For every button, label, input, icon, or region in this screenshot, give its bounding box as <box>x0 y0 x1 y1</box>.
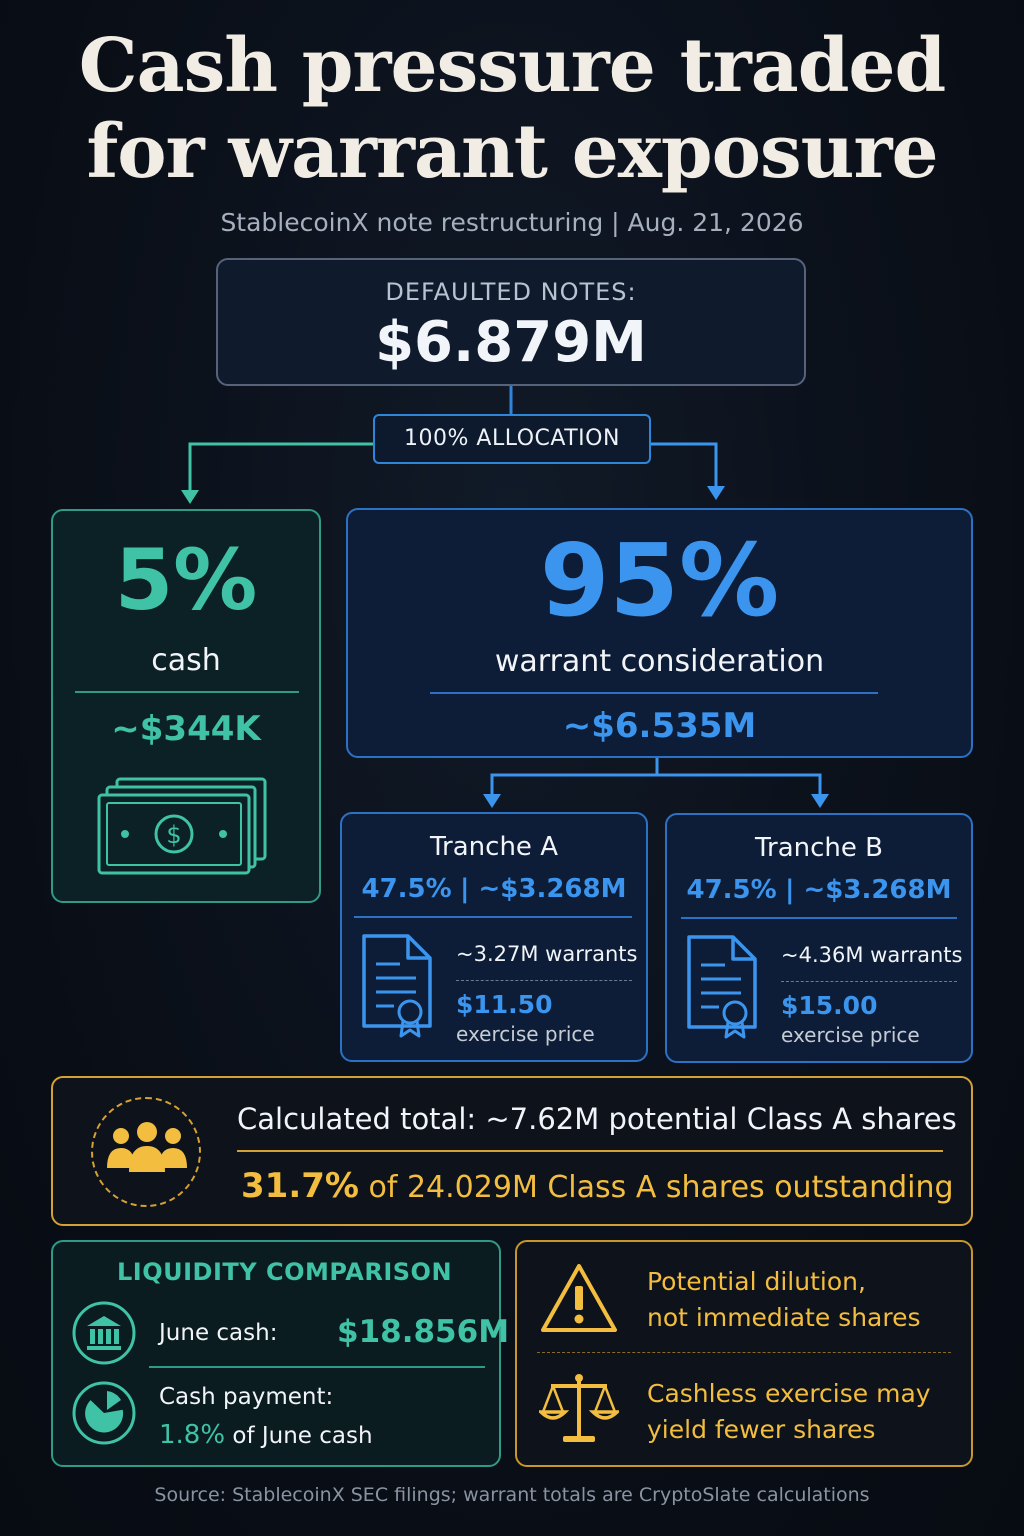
caveat-1-line2: not immediate shares <box>647 1303 921 1332</box>
caveat-2-line2: yield fewer shares <box>647 1415 876 1444</box>
liquidity-heading: LIQUIDITY COMPARISON <box>117 1258 453 1286</box>
defaulted-notes-label: DEFAULTED NOTES: <box>385 278 637 306</box>
certificate-document-icon <box>362 934 432 1038</box>
warrant-divider <box>430 692 878 694</box>
tranche-b-price: $15.00 <box>781 991 878 1020</box>
cash-payment-rest: of June cash <box>232 1423 373 1449</box>
tranche-b-card: Tranche B 47.5% | ~$3.268M ~4.36M warran… <box>665 813 973 1063</box>
total-line1: Calculated total: ~7.62M potential Class… <box>237 1102 957 1136</box>
total-divider <box>237 1150 943 1152</box>
cash-payment-line: 1.8% of June cash <box>159 1420 373 1450</box>
total-line2-rest: of 24.029M Class A shares outstanding <box>368 1170 954 1205</box>
defaulted-notes-card: DEFAULTED NOTES: $6.879M <box>216 258 806 386</box>
tranche-b-price-label: exercise price <box>781 1023 920 1047</box>
tranche-a-divider <box>354 916 632 918</box>
total-pct: 31.7% <box>241 1166 359 1206</box>
scales-icon <box>539 1374 619 1442</box>
june-cash-value: $18.856M <box>337 1314 510 1350</box>
page-subtitle: StablecoinX note restructuring | Aug. 21… <box>220 208 804 237</box>
source-note: Source: StablecoinX SEC filings; warrant… <box>154 1484 870 1506</box>
tranche-a-pct: 47.5% <box>361 874 452 904</box>
tranche-a-price-label: exercise price <box>456 1022 595 1046</box>
tranche-b-amount: | ~$3.268M <box>784 875 952 905</box>
cash-percent: 5% <box>114 531 258 629</box>
allocation-label: 100% ALLOCATION <box>373 414 651 464</box>
liquidity-divider <box>149 1366 485 1368</box>
cash-card: 5% cash ~$344K $ <box>51 509 321 903</box>
tranche-a-card: Tranche A 47.5% | ~$3.268M ~3.27M warran… <box>340 812 648 1062</box>
total-line2: 31.7% of 24.029M Class A shares outstand… <box>241 1166 954 1206</box>
tranche-b-pct: 47.5% <box>686 875 777 905</box>
tranche-b-dash <box>781 981 957 982</box>
warrant-percent: 95% <box>539 522 780 639</box>
cash-label: cash <box>151 643 221 678</box>
cash-payment-label: Cash payment: <box>159 1384 334 1410</box>
total-shares-card: Calculated total: ~7.62M potential Class… <box>51 1076 973 1226</box>
warrant-card: 95% warrant consideration ~$6.535M <box>346 508 973 758</box>
caveat-2-line1: Cashless exercise may <box>647 1379 931 1408</box>
tranche-a-dash <box>456 980 632 981</box>
page-title-line2: for warrant exposure <box>86 109 938 195</box>
warrant-label: warrant consideration <box>494 644 825 679</box>
defaulted-notes-value: $6.879M <box>375 310 647 375</box>
tranche-b-split: 47.5% | ~$3.268M <box>667 875 971 905</box>
caveats-divider <box>537 1352 951 1353</box>
tranche-b-divider <box>681 917 957 919</box>
tranche-b-warrants: ~4.36M warrants <box>781 943 963 967</box>
caveat-1: Potential dilution, not immediate shares <box>647 1264 921 1336</box>
june-cash-label: June cash: <box>159 1320 278 1346</box>
tranche-a-name: Tranche A <box>430 832 558 862</box>
caveat-2: Cashless exercise may yield fewer shares <box>647 1376 931 1448</box>
tranche-a-warrants: ~3.27M warrants <box>456 942 638 966</box>
people-group-icon <box>107 1122 187 1172</box>
bank-icon <box>72 1301 136 1365</box>
page-title-line1: Cash pressure traded <box>78 23 947 109</box>
caveats-card: Potential dilution, not immediate shares… <box>515 1240 973 1467</box>
tranche-b-name: Tranche B <box>754 833 884 863</box>
liquidity-card: LIQUIDITY COMPARISON June cash: $18.856M… <box>51 1240 509 1467</box>
caveat-1-line1: Potential dilution, <box>647 1267 866 1296</box>
people-icon-ring <box>91 1097 201 1207</box>
svg-text:$: $ <box>166 821 181 849</box>
tranche-a-amount: | ~$3.268M <box>459 874 627 904</box>
cash-divider <box>75 691 299 693</box>
warning-icon <box>541 1264 617 1332</box>
certificate-document-icon <box>687 935 757 1039</box>
pie-chart-icon <box>72 1381 136 1445</box>
tranche-a-split: 47.5% | ~$3.268M <box>342 874 646 904</box>
cash-amount: ~$344K <box>111 709 261 749</box>
cash-bill-icon: $ <box>97 777 267 875</box>
tranche-a-price: $11.50 <box>456 990 553 1019</box>
warrant-amount: ~$6.535M <box>562 706 757 746</box>
cash-payment-pct: 1.8% <box>159 1420 226 1450</box>
